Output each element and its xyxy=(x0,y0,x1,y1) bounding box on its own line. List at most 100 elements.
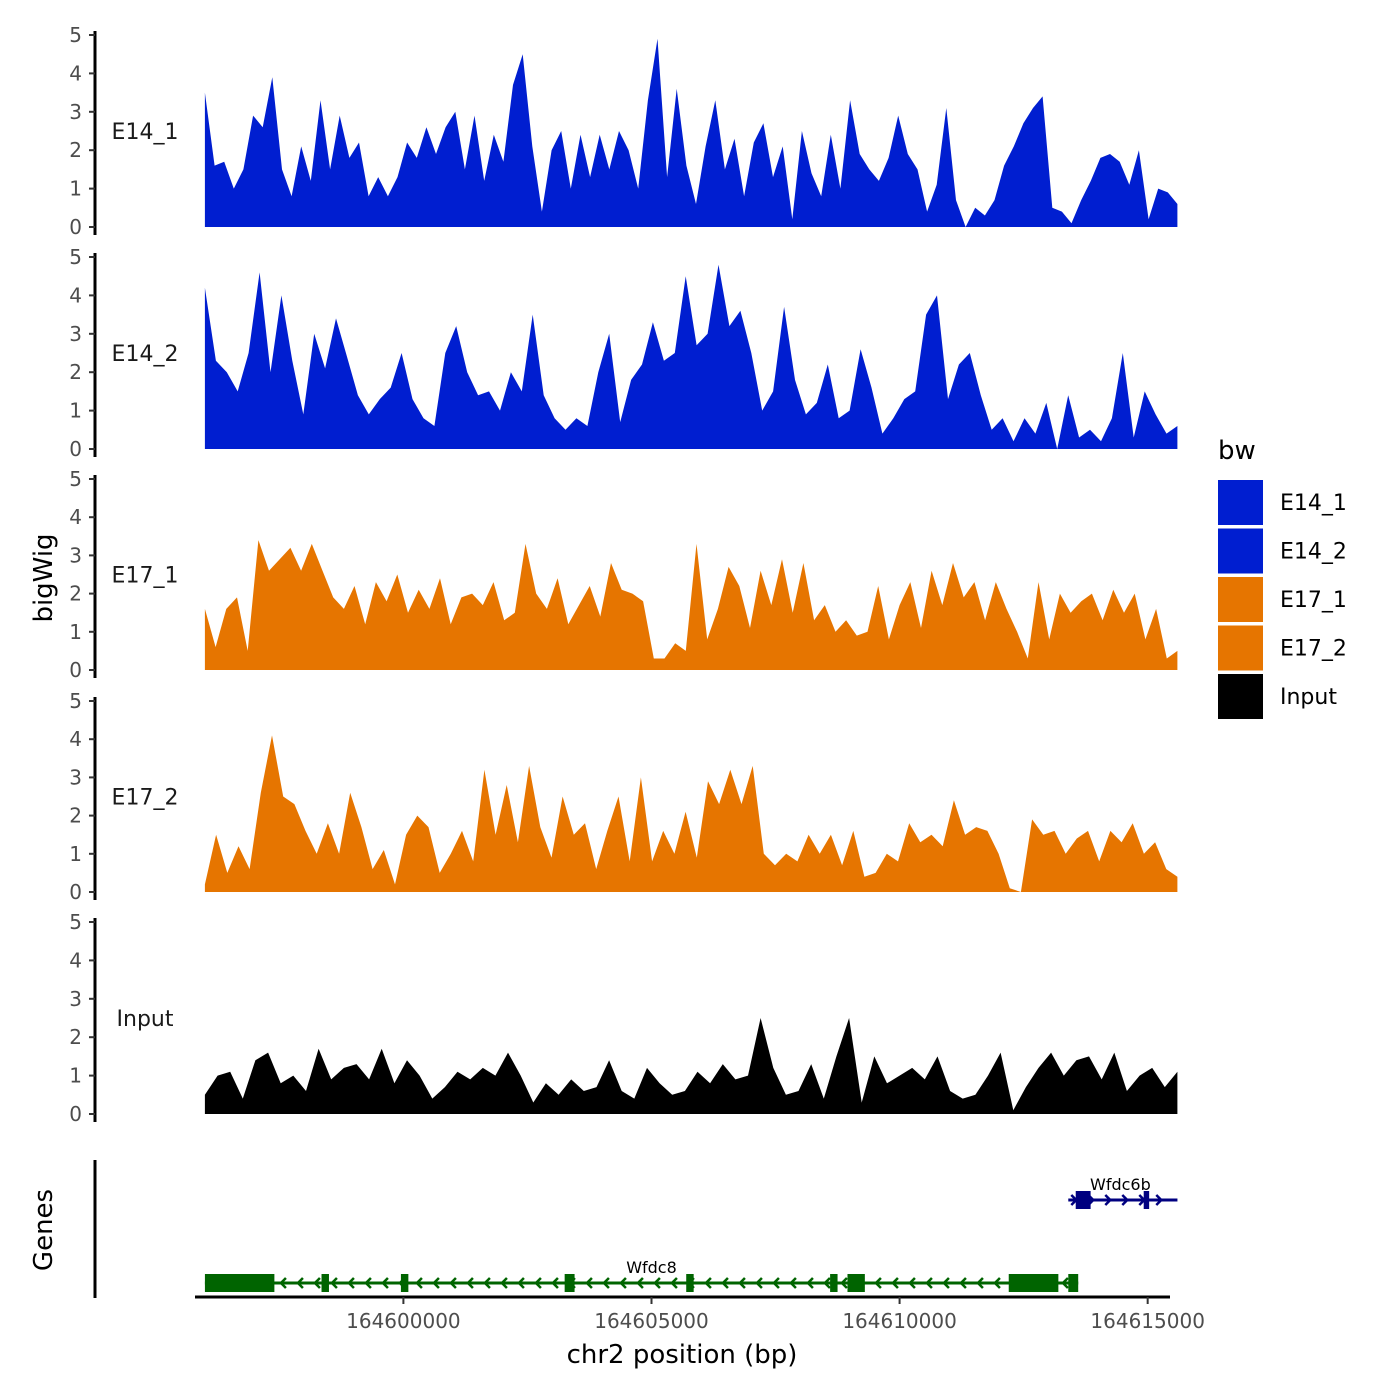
strand-arrow xyxy=(432,1277,440,1289)
legend-label: E17_2 xyxy=(1280,637,1347,662)
legend: bw E14_1 E14_2 E17_1 E17_2 Input xyxy=(1218,436,1347,719)
strand-arrow xyxy=(891,1277,899,1289)
gene-label: Wfdc8 xyxy=(626,1258,677,1277)
track-E17_1: 0 1 2 3 4 5 E17_1 xyxy=(69,467,1178,682)
strand-arrow xyxy=(704,1277,712,1289)
y-tick-label: 3 xyxy=(69,765,82,789)
exon xyxy=(686,1274,694,1292)
x-tick-label: 164600000 xyxy=(346,1309,461,1333)
exon xyxy=(564,1274,575,1292)
x-tick-label: 164605000 xyxy=(594,1309,709,1333)
strand-arrow xyxy=(313,1277,321,1289)
y-tick-label: 1 xyxy=(69,842,82,866)
y-tick-label: 0 xyxy=(69,658,82,682)
strand-arrow xyxy=(993,1277,1001,1289)
genes-panel: Wfdc8 Wfdc6b xyxy=(93,1160,1178,1298)
area-E14_2 xyxy=(204,264,1178,449)
x-tick-label: 164610000 xyxy=(842,1309,957,1333)
track-label: E17_1 xyxy=(112,564,179,589)
area-E14_1 xyxy=(204,38,1178,227)
strand-arrow xyxy=(483,1277,491,1289)
strand-arrow xyxy=(1061,1277,1069,1289)
strand-arrow xyxy=(551,1277,559,1289)
y-axis-title: bigWig xyxy=(29,533,59,622)
y-tick-label: 0 xyxy=(69,437,82,461)
y-tick-label: 5 xyxy=(69,467,82,491)
y-tick-label: 3 xyxy=(69,100,82,124)
strand-arrow xyxy=(279,1277,287,1289)
legend-item-E17_2: E17_2 xyxy=(1218,625,1347,671)
strand-arrow xyxy=(721,1277,729,1289)
y-tick-label: 4 xyxy=(69,505,82,529)
y-tick-label: 1 xyxy=(69,620,82,644)
track-E14_2: 0 1 2 3 4 5 E14_2 xyxy=(69,245,1178,461)
y-tick-label: 4 xyxy=(69,61,82,85)
strand-arrow xyxy=(925,1277,933,1289)
track-label: E17_2 xyxy=(112,786,179,811)
legend-swatch xyxy=(1218,480,1263,525)
track-Input: 0 1 2 3 4 5 Input xyxy=(69,910,1178,1126)
y-tick-label: 5 xyxy=(69,689,82,713)
strand-arrow xyxy=(381,1277,389,1289)
exon xyxy=(400,1274,409,1292)
genes-axis-title: Genes xyxy=(29,1189,59,1271)
exon xyxy=(321,1274,329,1292)
y-tick-label: 2 xyxy=(69,360,82,384)
exon xyxy=(1008,1274,1059,1292)
strand-arrow xyxy=(534,1277,542,1289)
legend-label: E17_1 xyxy=(1280,588,1347,613)
strand-arrow xyxy=(602,1277,610,1289)
strand-arrow xyxy=(500,1277,508,1289)
strand-arrow xyxy=(1104,1194,1113,1206)
track-label: Input xyxy=(117,1007,174,1032)
x-axis: 164600000 164605000 164610000 164615000 xyxy=(195,1295,1205,1333)
strand-arrow xyxy=(585,1277,593,1289)
track-label: E14_1 xyxy=(112,120,179,145)
y-tick-label: 0 xyxy=(69,880,82,904)
bigwig-tracks: 0 1 2 3 4 5 E14_1 0 1 2 3 4 5 E14_2 0 1 2 3 4 5 E17_1 0 1 2 3 4 5 E… xyxy=(69,23,1178,1126)
y-tick-label: 4 xyxy=(69,727,82,751)
strand-arrow xyxy=(449,1277,457,1289)
exon xyxy=(1075,1191,1091,1209)
y-tick-label: 3 xyxy=(69,543,82,567)
x-tick-label: 164615000 xyxy=(1090,1309,1205,1333)
legend-item-E14_1: E14_1 xyxy=(1218,480,1347,525)
strand-arrow xyxy=(466,1277,474,1289)
strand-arrow xyxy=(908,1277,916,1289)
y-tick-label: 1 xyxy=(69,1064,82,1088)
y-tick-label: 5 xyxy=(69,245,82,269)
legend-item-E17_1: E17_1 xyxy=(1218,577,1347,622)
exon xyxy=(830,1274,838,1292)
strand-arrow xyxy=(772,1277,780,1289)
strand-arrow xyxy=(755,1277,763,1289)
strand-arrow xyxy=(364,1277,372,1289)
strand-arrow xyxy=(415,1277,423,1289)
gene-Wfdc6b: Wfdc6b xyxy=(1068,1175,1178,1209)
legend-label: Input xyxy=(1280,685,1337,710)
gene-Wfdc8: Wfdc8 xyxy=(204,1258,1079,1292)
legend-label: E14_1 xyxy=(1280,491,1347,516)
legend-swatch xyxy=(1218,528,1263,574)
y-tick-label: 0 xyxy=(69,1102,82,1126)
strand-arrow xyxy=(874,1277,882,1289)
y-tick-label: 1 xyxy=(69,177,82,201)
y-tick-label: 1 xyxy=(69,399,82,423)
y-tick-label: 2 xyxy=(69,582,82,606)
strand-arrow xyxy=(1121,1194,1130,1206)
strand-arrow xyxy=(653,1277,661,1289)
strand-arrow xyxy=(840,1277,848,1289)
strand-arrow xyxy=(517,1277,525,1289)
track-E17_2: 0 1 2 3 4 5 E17_2 xyxy=(69,689,1178,904)
y-tick-label: 0 xyxy=(69,215,82,239)
legend-label: E14_2 xyxy=(1280,540,1347,565)
strand-arrow xyxy=(347,1277,355,1289)
y-tick-label: 2 xyxy=(69,804,82,828)
y-tick-label: 2 xyxy=(69,138,82,162)
y-tick-label: 3 xyxy=(69,322,82,346)
y-tick-label: 2 xyxy=(69,1025,82,1049)
exon xyxy=(204,1274,275,1292)
y-tick-label: 3 xyxy=(69,987,82,1011)
strand-arrow xyxy=(823,1277,831,1289)
strand-arrow xyxy=(1155,1194,1164,1206)
